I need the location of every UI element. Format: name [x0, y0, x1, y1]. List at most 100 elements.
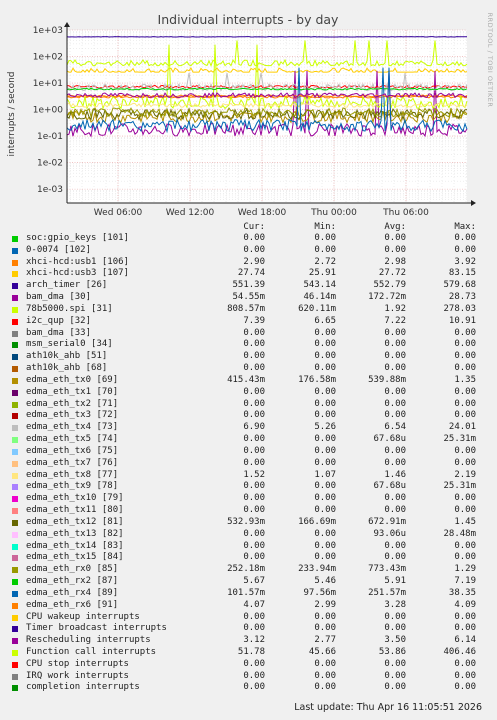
- legend-avg-value: 0.00: [384, 493, 406, 504]
- legend-cur-value: 252.18m: [227, 564, 265, 575]
- legend-cur-value: 5.67: [243, 576, 265, 587]
- legend-min-value: 0.00: [314, 528, 336, 539]
- legend-max-value: 7.19: [454, 576, 476, 587]
- y-tick-label: 1e+00: [33, 106, 64, 116]
- legend-min-value: 0.00: [314, 410, 336, 421]
- legend-row: arch_timer [26] 551.39 543.14 552.79 579.68: [12, 280, 490, 292]
- legend-series-name: edma_eth_rx2 [87]: [26, 576, 119, 587]
- legend-max-value: 0.00: [454, 386, 476, 397]
- legend-avg-value: 0.00: [384, 611, 406, 622]
- legend-cur-value: 0.00: [243, 540, 265, 551]
- legend-avg-value: 0.00: [384, 623, 406, 634]
- legend-series-name: edma_eth_rx4 [89]: [26, 587, 119, 598]
- y-tick-label: 1e+03: [33, 26, 63, 36]
- legend-max-value: 0.00: [454, 552, 476, 563]
- legend-row: edma_eth_tx10 [79] 0.00 0.00 0.00 0.00: [12, 493, 490, 505]
- legend-row: Rescheduling interrupts 3.12 2.77 3.50 6.14: [12, 635, 490, 647]
- header-min: Min:: [314, 222, 336, 232]
- header-max: Max:: [454, 222, 476, 232]
- legend-series-name: edma_eth_tx14 [83]: [26, 540, 124, 551]
- legend-max-value: 38.35: [448, 587, 476, 598]
- legend-min-value: 0.00: [314, 611, 336, 622]
- legend-min-value: 1.07: [314, 469, 336, 480]
- legend-series-name: edma_eth_tx3 [72]: [26, 410, 119, 421]
- legend-min-value: 0.00: [314, 363, 336, 374]
- legend-series-name: bam_dma [30]: [26, 292, 92, 303]
- legend-row: edma_eth_rx0 [85] 252.18m 233.94m 773.43m 1.…: [12, 564, 490, 576]
- legend-avg-value: 2.98: [384, 256, 406, 267]
- legend-cur-value: 0.00: [243, 363, 265, 374]
- legend-cur-value: 2.90: [243, 256, 265, 267]
- legend-max-value: 10.91: [448, 315, 476, 326]
- legend-avg-value: 7.22: [384, 315, 406, 326]
- legend-cur-value: 0.00: [243, 611, 265, 622]
- legend-cur-value: 0.00: [243, 351, 265, 362]
- legend-series-name: CPU stop interrupts: [26, 658, 129, 669]
- legend-swatch: [12, 626, 18, 633]
- legend-swatch: [12, 496, 18, 503]
- series-line-28: [66, 107, 467, 119]
- legend-avg-value: 67.68u: [373, 434, 406, 445]
- header-avg: Avg:: [384, 222, 406, 232]
- legend-avg-value: 773.43m: [368, 564, 406, 575]
- legend-swatch: [12, 649, 18, 656]
- legend-swatch: [12, 330, 18, 337]
- legend-min-value: 0.00: [314, 445, 336, 456]
- legend-min-value: 0.00: [314, 386, 336, 397]
- legend-series-name: edma_eth_tx6 [75]: [26, 445, 119, 456]
- legend-cur-value: 27.74: [237, 268, 265, 279]
- legend-min-value: 5.46: [314, 576, 336, 587]
- legend-max-value: 0.00: [454, 398, 476, 409]
- legend-min-value: 97.56m: [303, 587, 336, 598]
- legend-max-value: 0.00: [454, 457, 476, 468]
- legend-min-value: 0.00: [314, 434, 336, 445]
- legend-swatch: [12, 614, 18, 621]
- legend-min-value: 0.00: [314, 658, 336, 669]
- legend-avg-value: 0.00: [384, 658, 406, 669]
- legend-min-value: 5.26: [314, 422, 336, 433]
- legend-cur-value: 0.00: [243, 658, 265, 669]
- legend-avg-value: 0.00: [384, 682, 406, 693]
- legend-swatch: [12, 283, 18, 290]
- legend-swatch: [12, 318, 18, 325]
- legend-max-value: 0.00: [454, 339, 476, 350]
- legend-row: 78b5000.spi [31] 808.57m 620.11m 1.92 278.03: [12, 304, 490, 316]
- legend-max-value: 28.48m: [443, 528, 476, 539]
- legend-cur-value: 1.52: [243, 469, 265, 480]
- legend-cur-value: 0.00: [243, 623, 265, 634]
- legend-header: Cur: Min: Avg: Max:: [12, 222, 490, 233]
- legend-min-value: 6.65: [314, 315, 336, 326]
- legend-series-name: bam_dma [33]: [26, 327, 92, 338]
- legend-avg-value: 0.00: [384, 244, 406, 255]
- legend-series-name: Rescheduling interrupts: [26, 635, 151, 646]
- legend-swatch: [12, 271, 18, 278]
- series-line-30: [66, 67, 468, 134]
- legend-series-name: edma_eth_tx1 [70]: [26, 386, 119, 397]
- legend-max-value: 6.14: [454, 635, 476, 646]
- legend-series-name: edma_eth_tx2 [71]: [26, 398, 119, 409]
- legend-cur-value: 0.00: [243, 434, 265, 445]
- legend-avg-value: 0.00: [384, 410, 406, 421]
- legend-avg-value: 0.00: [384, 327, 406, 338]
- legend-swatch: [12, 437, 18, 444]
- legend-min-value: 0.00: [314, 481, 336, 492]
- legend-max-value: 0.00: [454, 327, 476, 338]
- legend-series-name: edma_eth_tx4 [73]: [26, 422, 119, 433]
- legend-max-value: 0.00: [454, 611, 476, 622]
- y-tick-label: 1e+02: [33, 53, 63, 63]
- legend-min-value: 0.00: [314, 398, 336, 409]
- legend-series-name: edma_eth_tx11 [80]: [26, 505, 124, 516]
- legend-series-name: arch_timer [26]: [26, 280, 108, 291]
- y-tick-label: 1e-01: [37, 132, 63, 142]
- legend-max-value: 1.35: [454, 374, 476, 385]
- legend-max-value: 0.00: [454, 244, 476, 255]
- legend-row: edma_eth_tx4 [73] 6.90 5.26 6.54 24.01: [12, 422, 490, 434]
- legend-swatch: [12, 306, 18, 313]
- legend-swatch: [12, 602, 18, 609]
- legend-row: edma_eth_rx2 [87] 5.67 5.46 5.91 7.19: [12, 576, 490, 588]
- legend-cur-value: 54.55m: [232, 292, 265, 303]
- legend-avg-value: 0.00: [384, 670, 406, 681]
- legend-cur-value: 0.00: [243, 457, 265, 468]
- legend-avg-value: 67.68u: [373, 481, 406, 492]
- legend-max-value: 0.00: [454, 505, 476, 516]
